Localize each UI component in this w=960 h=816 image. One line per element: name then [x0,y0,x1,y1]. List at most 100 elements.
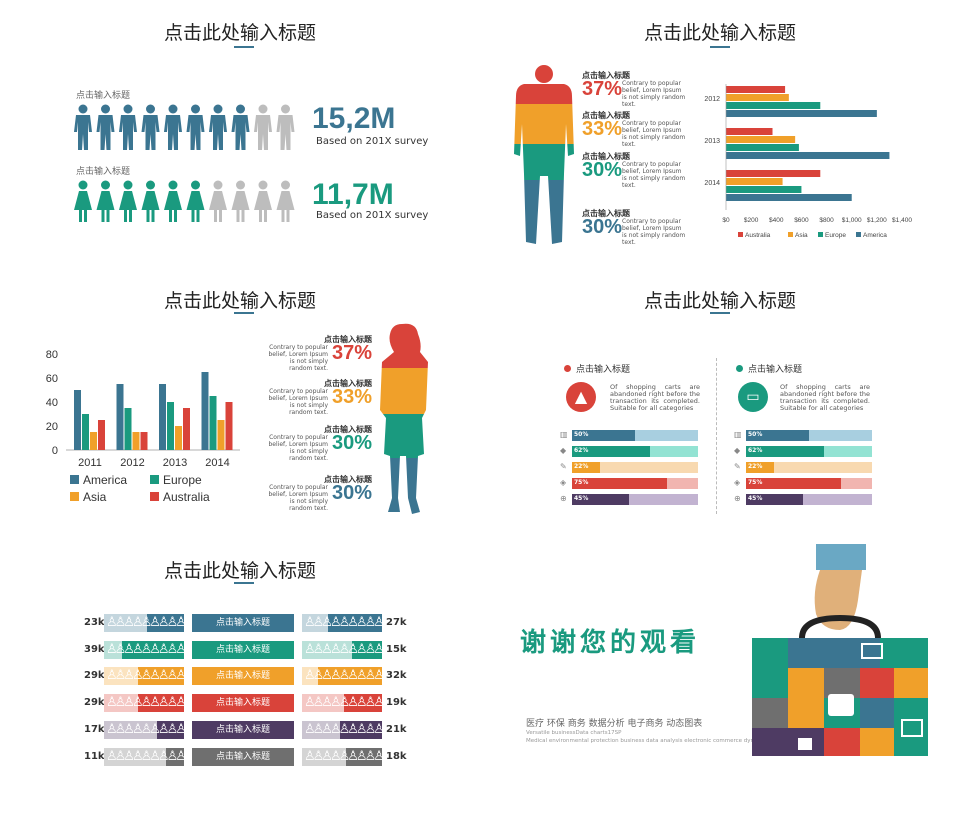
legend-label: America [863,232,887,239]
slide-6: 谢谢您的观看 医疗 环保 商务 数据分析 电子商务 动态图表 Versatile… [480,544,960,816]
people-strip-bg [104,747,167,766]
legend-swatch [738,232,743,237]
bar-asia [90,432,97,450]
pct-item-2: 点击输入标题 33% Contrary to popular belief, L… [262,378,373,416]
bar-europe [82,414,89,450]
pct-desc: Contrary to popular belief, Lorem Ipsum … [268,484,329,512]
male-person-icon [119,104,137,150]
progress-track: 22% [572,462,698,473]
pct-desc: Contrary to popular belief, Lorem Ipsum … [268,434,329,462]
progress-row: ◆ 62% [560,446,700,457]
people-strip: ♙♙♙♙♙♙♙♙♙♙♙ [104,747,184,766]
bar-america [726,110,877,117]
row1-value: 15,2M [312,102,396,135]
slide-title: 点击此处输入标题 [163,290,316,312]
person-icons: ♙♙♙♙♙♙♙♙♙♙♙ [106,641,184,657]
male-person-icon [141,104,160,150]
x-tick-label: $1,400 [892,217,912,224]
row2-caption: Based on 201X survey [316,210,429,221]
legend-swatch [856,232,861,237]
progress-row: ▥ 50% [734,430,874,441]
legend-swatch [70,475,79,484]
person-icons: ♙♙♙♙♙♙♙♙♙♙♙ [304,721,382,737]
row-title-button[interactable]: 点击输入标题 [192,720,294,739]
x-tick-label: $800 [819,217,834,224]
row-icon: ✎ [734,462,741,471]
slide-title: 点击此处输入标题 [163,22,316,44]
slide-title: 点击此处输入标题 [643,290,796,312]
progress-fill: 45% [572,494,629,505]
progress-label: 45% [748,495,763,502]
progress-label: 62% [748,447,763,454]
row-icon: ⊕ [734,494,741,503]
bar-america [201,372,209,450]
male-silhouette [514,65,574,244]
y-tick-label: 2013 [704,138,720,145]
row-title-button[interactable]: 点击输入标题 [192,747,294,766]
male-person-icon [96,104,115,150]
progress-row: ✎ 22% [560,462,700,473]
female-person-icon [141,180,160,222]
person-icons: ♙♙♙♙♙♙♙♙♙♙♙ [304,615,382,630]
slide-3: 点击此处输入标题 0 20 40 60 80 2011 2012 2013 2014 Americ… [0,272,480,544]
bar-america [74,390,81,450]
people-strip-bg [302,667,318,686]
row-title-button[interactable]: 点击输入标题 [192,640,294,659]
female-person-icon [96,180,115,222]
progress-track: 45% [746,494,872,505]
legend-label: Australia [163,490,210,504]
row2-label: 点击输入标题 [76,167,131,177]
handle [799,614,881,639]
pct-item-3: 点击输入标题 30% Contrary to popular belief, L… [262,424,373,462]
pct-value: 37% [582,78,623,100]
progress-label: 62% [574,447,589,454]
people-strip: ♙♙♙♙♙♙♙♙♙♙♙ [302,747,382,766]
row-title-button[interactable]: 点击输入标题 [192,667,294,686]
thanks-subtitle: 医疗 环保 商务 数据分析 电子商务 动态图表 [526,719,703,729]
male-person-icon [164,104,182,150]
male-icons-row [74,104,295,150]
female-silhouette [380,323,428,515]
people-strip-bg [104,640,122,659]
slide-2: 点击此处输入标题 点击输入标题 37% Contrary to popular … [480,0,960,272]
left-bars: ▥ 50% ◆ 62% ✎ 22% ◈ 75% ⊕ 45% [560,430,700,510]
progress-fill: 75% [746,478,841,489]
pct-value: 30% [331,482,372,504]
progress-fill: 62% [572,446,651,457]
pct-desc: Contrary to popular belief, Lorem Ipsum … [622,161,686,189]
progress-label: 45% [574,495,589,502]
row-title-button[interactable]: 点击输入标题 [192,614,294,632]
row-icon: ◆ [734,446,741,455]
progress-label: 50% [748,431,763,438]
right-value: 15k [386,643,407,655]
shirt-icon [798,738,812,750]
legend-label: Europe [825,232,846,239]
slide-1: 点击此处输入标题 点击输入标题 15,2M Based on 201X surv… [0,0,480,272]
row-icon: ▥ [734,430,742,439]
bar-australia [140,432,148,450]
male-person-icon [231,104,250,150]
people-strip-bg [302,694,344,713]
bar-europe [726,144,799,151]
progress-track: 50% [572,430,698,441]
people-strip: ♙♙♙♙♙♙♙♙♙♙♙ [104,640,184,659]
pct-value: 37% [331,342,372,364]
legend-swatch [150,492,159,501]
progress-row: ⊕ 45% [734,494,874,505]
vbar-chart: 0 20 40 60 80 2011 2012 2013 2014 America Europe As… [46,349,240,504]
title-underline [710,312,730,314]
y-tick-label: 60 [46,373,58,385]
progress-label: 75% [748,479,763,486]
progress-track: 62% [746,446,872,457]
pct-item-1: 点击输入标题 37% Contrary to popular belief, L… [262,334,373,372]
progress-label: 22% [748,463,763,470]
progress-track: 50% [746,430,872,441]
person-icons: ♙♙♙♙♙♙♙♙♙♙♙ [304,748,382,764]
female-person-icon [186,180,205,222]
divider-line [716,358,717,514]
y-tick-label: 40 [46,397,58,409]
bullet-dot [736,365,743,372]
progress-track: 22% [746,462,872,473]
pct-item-4: 点击输入标题 30% Contrary to popular belief, L… [582,208,702,246]
row-title-button[interactable]: 点击输入标题 [192,694,294,713]
